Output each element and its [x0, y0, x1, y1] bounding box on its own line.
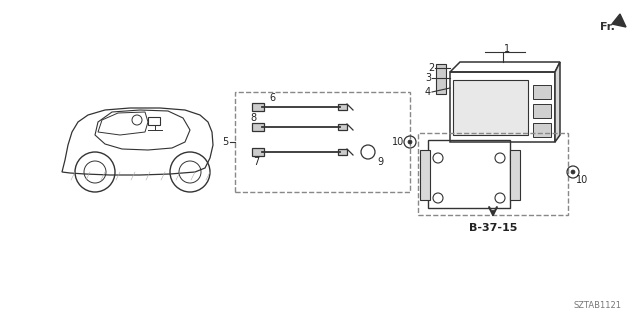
Bar — [148, 117, 160, 125]
Text: 3: 3 — [425, 73, 431, 83]
Bar — [436, 64, 446, 94]
Bar — [453, 80, 528, 135]
Bar — [533, 85, 551, 99]
Bar — [533, 104, 551, 118]
Bar — [338, 124, 347, 130]
Text: 5: 5 — [222, 137, 228, 147]
Text: 2: 2 — [428, 63, 434, 73]
Text: 7: 7 — [253, 157, 259, 167]
Text: 8: 8 — [250, 113, 256, 123]
Circle shape — [571, 170, 575, 174]
Text: 1: 1 — [504, 44, 510, 54]
Circle shape — [408, 140, 412, 144]
Text: 4: 4 — [425, 87, 431, 97]
Bar — [252, 148, 264, 156]
Bar — [420, 150, 430, 200]
Text: B-37-15: B-37-15 — [469, 223, 517, 233]
Bar — [252, 103, 264, 111]
Bar — [533, 123, 551, 137]
Text: 9: 9 — [377, 157, 383, 167]
Text: 10: 10 — [576, 175, 588, 185]
Text: SZTAB1121: SZTAB1121 — [574, 301, 622, 310]
Text: Fr.: Fr. — [600, 22, 615, 32]
Bar — [510, 150, 520, 200]
Text: 10: 10 — [392, 137, 404, 147]
Text: 6: 6 — [269, 93, 275, 103]
Bar — [338, 149, 347, 155]
Polygon shape — [555, 62, 560, 142]
Bar — [338, 104, 347, 110]
Bar — [252, 123, 264, 131]
Polygon shape — [612, 14, 626, 27]
